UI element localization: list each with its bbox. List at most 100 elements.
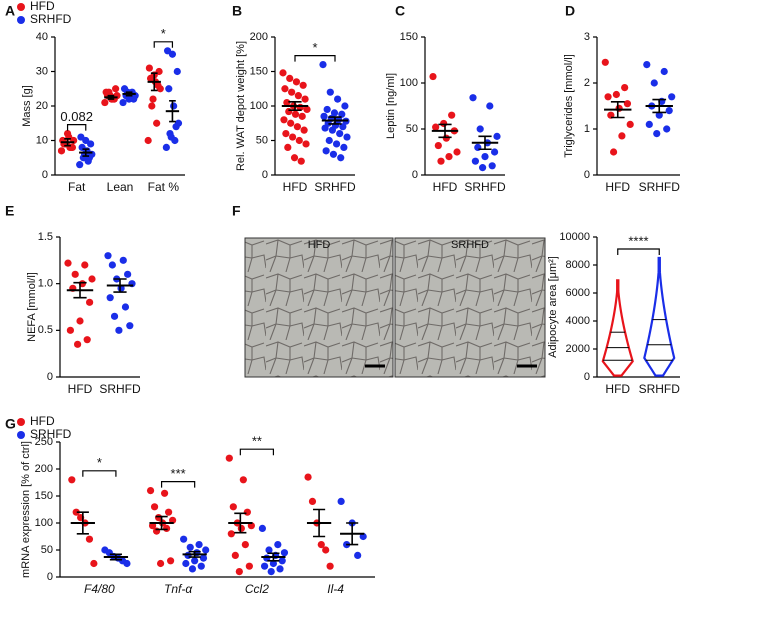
violin	[601, 279, 634, 377]
y-axis-label: Rel. WAT depot weight [%]	[235, 41, 247, 171]
data-point	[225, 454, 233, 462]
y-axis-label: Mass [g]	[21, 85, 33, 127]
data-point	[294, 92, 302, 100]
y-tick-label: 100	[400, 77, 418, 89]
data-point	[258, 524, 266, 533]
data-point	[292, 78, 301, 86]
panel-letter: F	[232, 203, 241, 219]
data-point	[354, 551, 362, 560]
data-point	[163, 47, 172, 55]
data-point	[488, 162, 496, 170]
data-point	[229, 503, 237, 511]
data-point	[336, 130, 344, 138]
data-point	[105, 88, 113, 96]
error-bar	[113, 278, 127, 293]
x-tick-label: HFD	[605, 180, 630, 194]
data-point	[283, 98, 291, 107]
data-point	[343, 133, 351, 141]
significance-bracket	[82, 470, 117, 477]
data-point	[330, 109, 339, 117]
y-tick-label: 0	[584, 169, 590, 181]
error-bar	[169, 100, 176, 123]
y-tick-label: 10	[36, 134, 48, 146]
error-bar	[155, 515, 168, 531]
significance-bracket	[153, 41, 174, 48]
data-point	[172, 123, 180, 131]
data-point	[191, 557, 199, 565]
data-point	[319, 61, 327, 69]
data-point	[231, 551, 239, 560]
x-tick-label: HFD	[283, 180, 308, 194]
data-point	[660, 67, 668, 76]
significance-label: *	[161, 26, 166, 41]
error-bar	[64, 137, 71, 147]
data-point	[149, 95, 157, 103]
y-tick-label: 40	[36, 31, 48, 43]
error-bar	[234, 512, 247, 534]
data-point	[323, 105, 331, 114]
y-tick-label: 250	[35, 436, 53, 448]
data-point	[81, 261, 89, 269]
data-point	[663, 125, 671, 133]
data-point	[104, 252, 112, 260]
y-tick-label: 6000	[566, 287, 590, 299]
significance-label: ****	[628, 233, 648, 248]
y-tick-label: 200	[250, 31, 268, 43]
error-bar	[109, 553, 122, 561]
data-point	[146, 487, 155, 495]
y-tick-label: 100	[250, 100, 268, 112]
error-bar	[313, 508, 326, 538]
panel-letter: A	[5, 3, 15, 19]
data-point	[121, 303, 130, 311]
data-point	[471, 157, 479, 165]
y-tick-label: 2	[584, 77, 590, 89]
y-tick-label: 50	[256, 134, 268, 146]
y-tick-label: 8000	[566, 259, 590, 271]
x-tick-label: Fat	[68, 180, 86, 194]
data-point	[88, 275, 96, 283]
error-bar	[82, 148, 90, 157]
data-point	[162, 524, 171, 533]
data-point	[237, 524, 245, 533]
data-point	[76, 317, 84, 325]
data-point	[167, 557, 175, 565]
data-point	[325, 136, 333, 145]
data-point	[308, 497, 317, 505]
data-point	[284, 143, 292, 151]
data-point	[83, 336, 91, 344]
data-point	[448, 111, 456, 119]
data-point	[434, 141, 442, 150]
error-bar	[76, 511, 89, 535]
error-bar	[478, 135, 492, 151]
error-bar	[438, 123, 452, 139]
error-bar	[267, 552, 280, 562]
data-point	[267, 568, 275, 576]
y-tick-label: 0.5	[38, 324, 53, 336]
image-label: SRHFD	[451, 239, 489, 251]
data-point	[298, 112, 306, 120]
data-point	[440, 119, 448, 128]
y-tick-label: 1	[584, 123, 590, 135]
y-tick-label: 150	[35, 490, 53, 502]
data-point	[150, 503, 159, 511]
x-tick-label: SRHFD	[639, 382, 681, 396]
data-point	[334, 95, 342, 103]
micrograph-srhfd	[394, 237, 546, 378]
data-point	[304, 473, 312, 481]
data-point	[303, 105, 311, 114]
panel-letter: E	[5, 203, 14, 219]
data-point	[322, 546, 330, 554]
data-point	[479, 164, 487, 172]
data-point	[285, 107, 293, 116]
data-point	[123, 559, 131, 568]
data-point	[165, 508, 173, 516]
y-tick-label: 2000	[566, 343, 590, 355]
data-point	[199, 554, 208, 562]
x-tick-label: SRHFD	[639, 180, 681, 194]
data-point	[453, 148, 461, 156]
x-tick-label: Lean	[107, 180, 134, 194]
data-point	[282, 130, 290, 138]
legend-marker	[17, 431, 25, 439]
data-point	[170, 102, 178, 110]
